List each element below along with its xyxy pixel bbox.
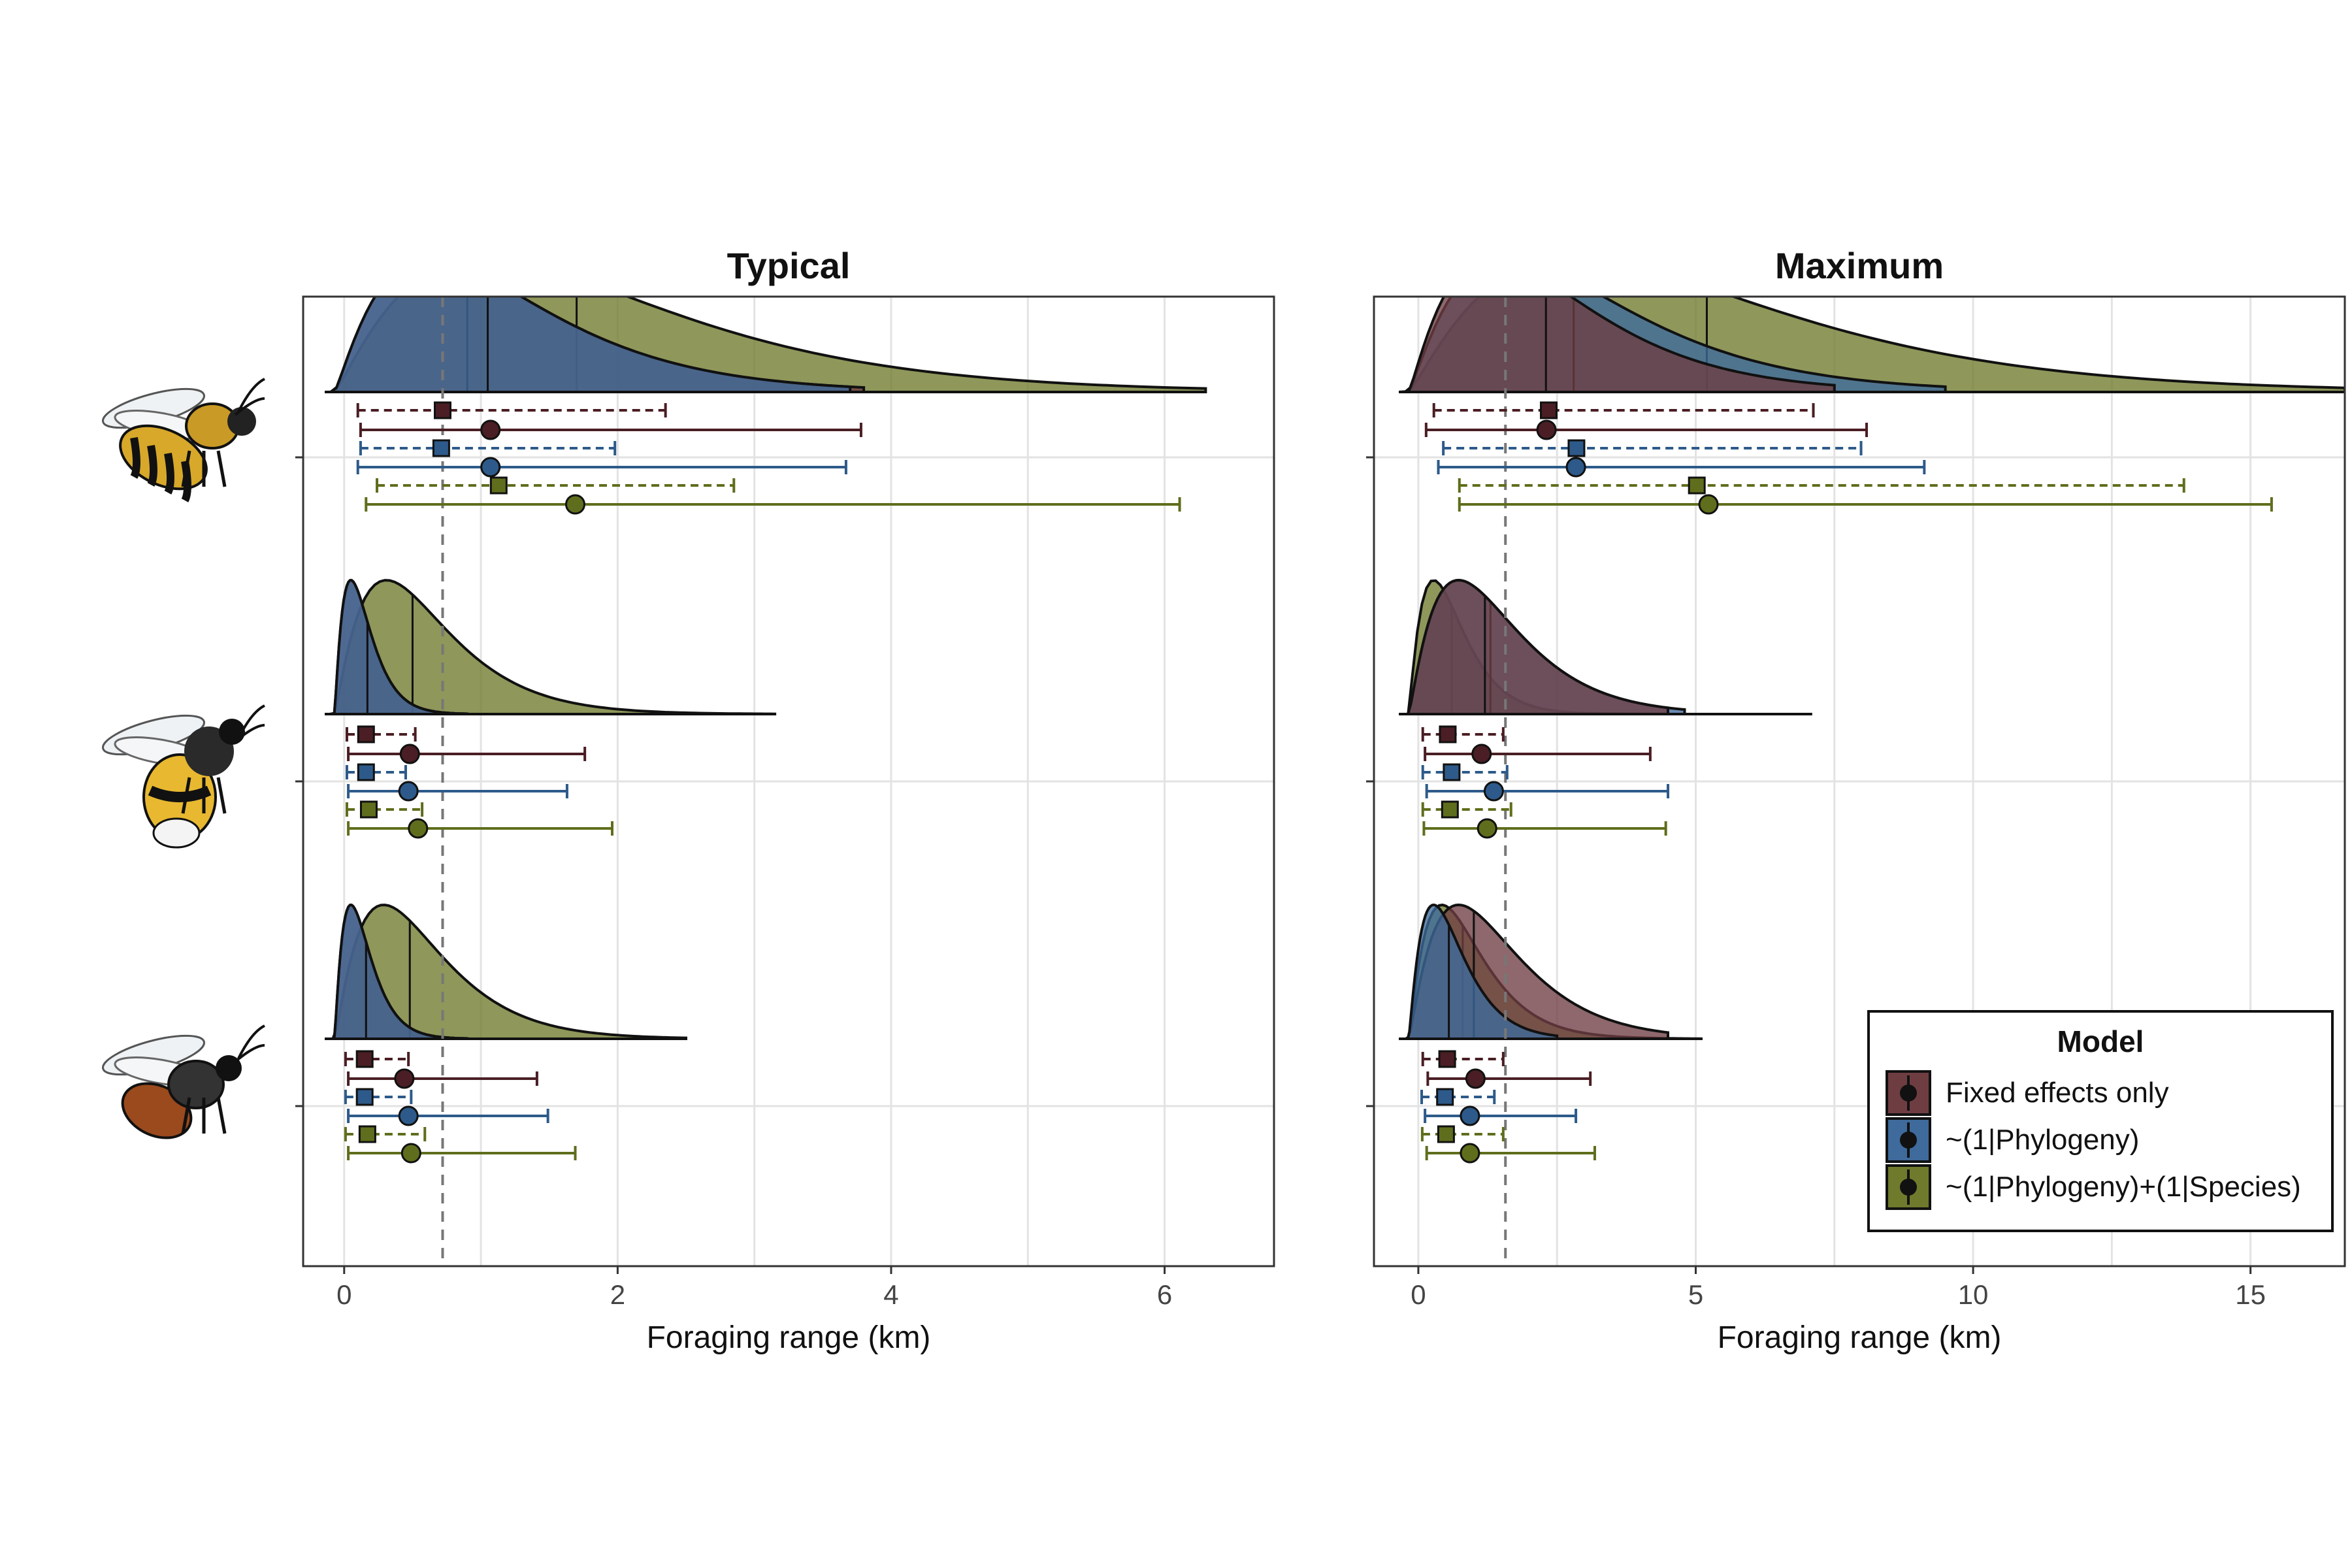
x-tick-label: 4 — [883, 1279, 898, 1310]
point-square-phylo — [1443, 763, 1461, 781]
density-fixed — [1399, 578, 1669, 715]
point-square-species — [358, 1125, 376, 1143]
head — [227, 407, 256, 436]
panel-title: Typical — [727, 245, 851, 286]
density-phylo — [1399, 903, 1559, 1040]
point-square-fixed — [1438, 1050, 1456, 1068]
estimates — [1420, 401, 2273, 1164]
x-tick-label: 15 — [2235, 1279, 2266, 1310]
legend-label: ~(1|Phylogeny)+(1|Species) — [1946, 1171, 2301, 1203]
density-ridges — [1399, 297, 2345, 1040]
point-square-fixed — [355, 1050, 374, 1068]
point-square-species — [359, 800, 378, 819]
x-tick-label: 6 — [1157, 1279, 1172, 1310]
point-circle-phylo — [480, 457, 501, 478]
point-circle-fixed — [1536, 419, 1557, 440]
leg — [181, 777, 191, 814]
honeybee-icon — [102, 378, 265, 502]
legend-point — [1900, 1179, 1917, 1196]
density-species — [325, 904, 687, 1040]
bee-icons — [102, 378, 265, 1139]
tail — [152, 817, 201, 849]
legend-key-phylo: ~(1|Phylogeny) — [1886, 1117, 2139, 1163]
gridlines — [303, 297, 1274, 1266]
point-circle-species — [1460, 1143, 1480, 1164]
x-axis-title: Foraging range (km) — [1718, 1320, 2002, 1355]
point-square-phylo — [357, 763, 375, 781]
point-circle-fixed — [1471, 743, 1492, 764]
density-ridges — [325, 297, 1207, 1040]
leg — [216, 777, 227, 814]
legend-box — [1867, 1010, 2334, 1232]
legend-key-fixed: Fixed effects only — [1886, 1070, 2169, 1116]
legend: Model Fixed effects only ~(1|Phylogeny) ~(1… — [1867, 1010, 2334, 1232]
point-circle-fixed — [1465, 1068, 1486, 1089]
x-tick-label: 0 — [1411, 1279, 1426, 1310]
stripe — [147, 444, 157, 487]
leg — [216, 450, 227, 487]
legend-point — [1900, 1132, 1917, 1149]
point-circle-species — [408, 818, 429, 839]
leg — [181, 450, 191, 487]
density-fixed — [1399, 297, 1836, 393]
panel-title: Maximum — [1775, 245, 1944, 286]
point-circle-fixed — [480, 419, 501, 440]
point-circle-species — [1477, 818, 1497, 839]
point-square-species — [1688, 476, 1706, 495]
point-circle-phylo — [398, 781, 419, 802]
x-tick-label: 5 — [1688, 1279, 1703, 1310]
point-circle-species — [564, 494, 585, 515]
point-square-species — [489, 476, 508, 495]
solitary-bee-icon — [102, 1024, 265, 1139]
point-circle-species — [1698, 494, 1719, 515]
point-square-phylo — [1436, 1088, 1454, 1106]
x-tick-label: 10 — [1958, 1279, 1989, 1310]
density-phylo — [325, 297, 852, 393]
point-circle-phylo — [1483, 781, 1504, 802]
point-square-fixed — [433, 401, 451, 419]
density-phylo — [325, 904, 469, 1040]
estimates — [344, 401, 1181, 1164]
point-circle-phylo — [1565, 457, 1586, 478]
legend-key-species: ~(1|Phylogeny)+(1|Species) — [1886, 1164, 2301, 1210]
point-circle-species — [400, 1143, 421, 1164]
point-square-species — [1437, 1125, 1455, 1143]
point-square-phylo — [355, 1088, 374, 1106]
thorax — [167, 1060, 225, 1109]
point-square-phylo — [1567, 439, 1586, 457]
point-square-phylo — [432, 439, 450, 457]
point-circle-phylo — [1460, 1105, 1480, 1126]
legend-label: ~(1|Phylogeny) — [1946, 1124, 2139, 1156]
point-circle-fixed — [399, 743, 420, 764]
x-axis-title: Foraging range (km) — [647, 1320, 931, 1355]
antenna — [234, 397, 265, 416]
legend-label: Fixed effects only — [1946, 1077, 2169, 1109]
point-circle-phylo — [398, 1105, 419, 1126]
antenna — [234, 1044, 265, 1063]
point-circle-fixed — [394, 1068, 415, 1089]
stripe — [164, 452, 174, 495]
antenna — [234, 724, 265, 743]
point-square-fixed — [1439, 725, 1457, 743]
legend-title: Model — [2057, 1024, 2144, 1058]
antenna — [237, 704, 265, 739]
x-tick-label: 0 — [336, 1279, 351, 1310]
antenna — [237, 1024, 265, 1059]
leg — [181, 1097, 191, 1134]
leg — [216, 1097, 227, 1134]
antenna — [237, 378, 265, 412]
legend-point — [1900, 1085, 1917, 1102]
stripe — [130, 436, 140, 479]
point-square-fixed — [1539, 401, 1558, 419]
bumblebee-icon — [102, 704, 265, 849]
x-tick-label: 2 — [610, 1279, 625, 1310]
point-square-fixed — [357, 725, 375, 743]
density-species — [325, 579, 777, 715]
point-square-species — [1441, 800, 1459, 819]
panel-typical: Typical 0 2 4 6 Foraging range (km) — [295, 245, 1275, 1355]
density-phylo — [325, 579, 469, 715]
